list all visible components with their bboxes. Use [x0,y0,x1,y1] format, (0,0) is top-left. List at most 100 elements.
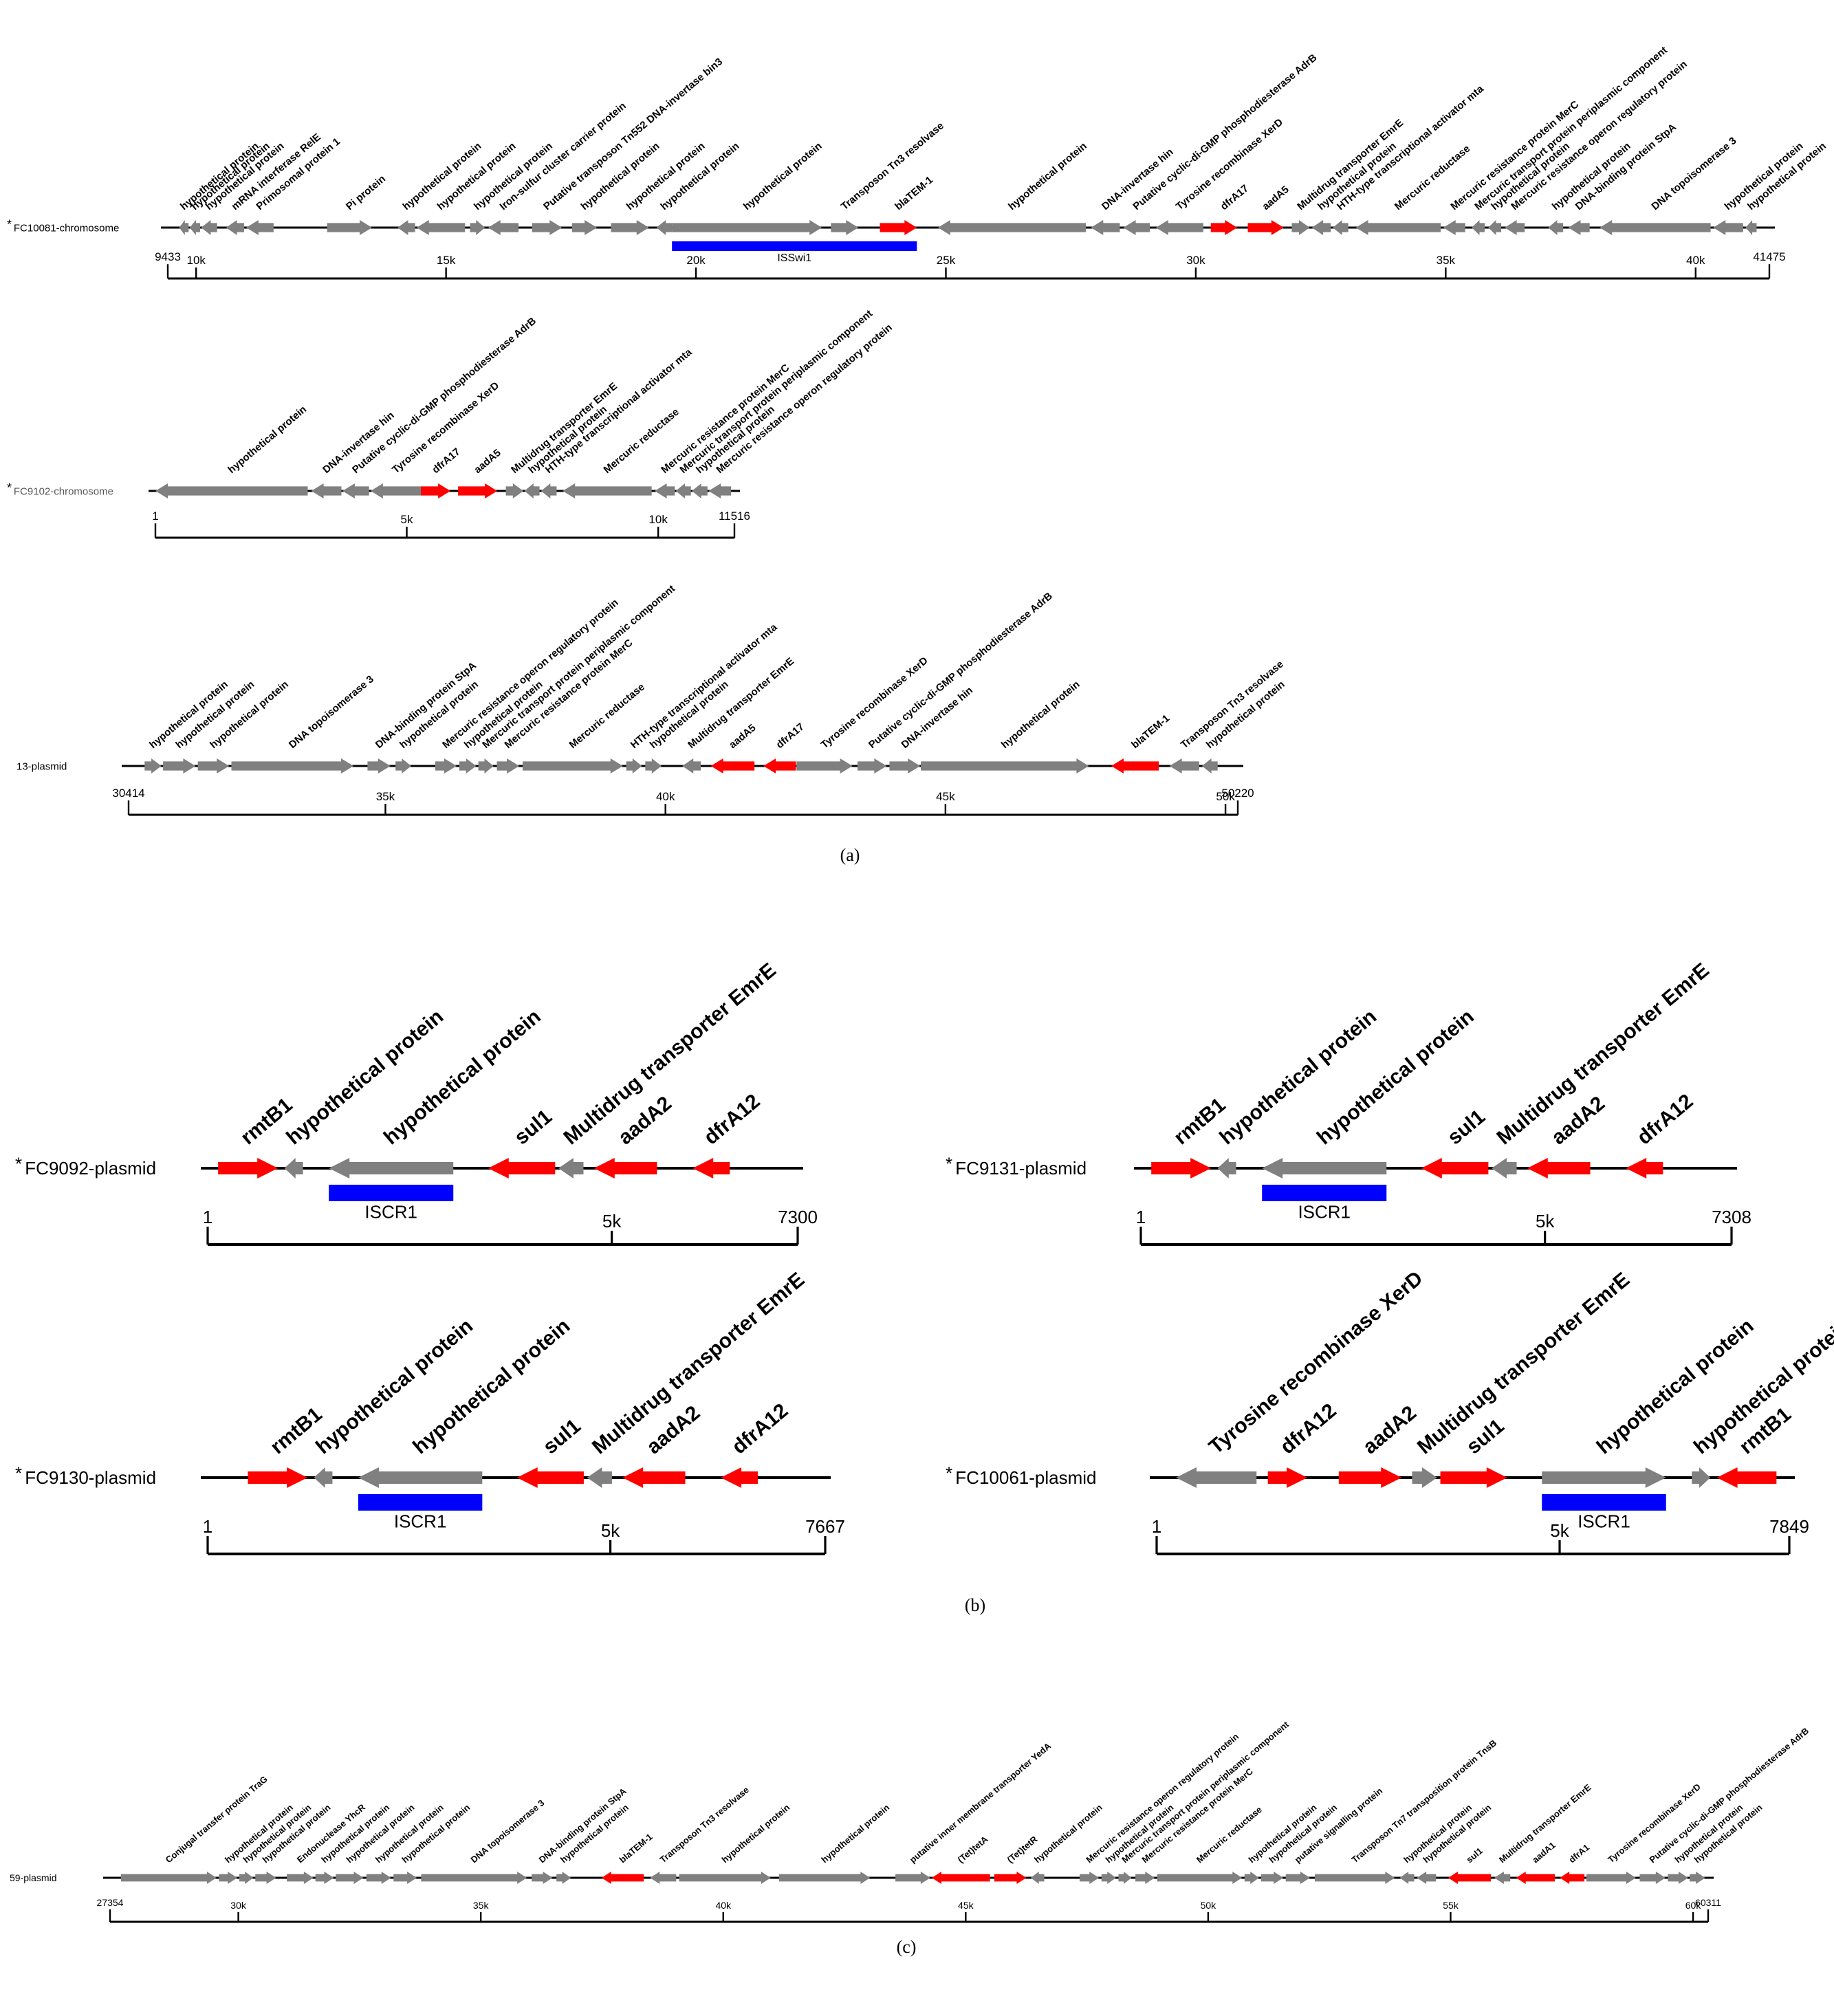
panel-letter: (a) [840,845,860,865]
mobile-element-label: ISCR1 [394,1511,447,1532]
scale-tick-label: 30k [1186,254,1205,267]
gene-label: rmtB1 [237,1093,297,1149]
gene-arrow [1338,1467,1402,1488]
gene-arrow [1399,1872,1415,1884]
gene-arrow [1548,220,1564,235]
gene-arrow [155,483,308,498]
scale-tick-label: 9433 [155,250,181,263]
gene-label: aadA1 [1530,1840,1558,1865]
gene-arrow [1091,220,1120,235]
gene-arrow [889,758,921,774]
scale-tick-label: 41475 [1753,250,1785,263]
gene-arrow [1291,220,1310,235]
gene-label: dfrA17 [774,721,806,751]
gene-label: hypothetical protein [1593,1315,1758,1459]
mobile-element-box [329,1185,454,1201]
gene-arrow [163,758,196,774]
gene-label: hypothetical protein [312,1315,477,1459]
gene-label: dfrA1 [1566,1842,1591,1865]
mobile-element-label: ISSwi1 [777,252,811,264]
gene-arrow [679,1872,771,1884]
scale-tick-label: 1 [152,510,158,523]
gene-arrow [1244,1872,1259,1884]
mobile-element-label: ISCR1 [1298,1202,1351,1223]
gene-arrow [255,1872,276,1884]
scale-tick-label: 11516 [719,510,750,523]
gene-arrow [336,1872,364,1884]
gene-arrow [1417,1872,1437,1884]
gene-label: blaTEM-1 [618,1832,655,1865]
scale-tick-label: 5k [401,513,413,526]
gene-arrow [218,1158,279,1179]
gene-label: hypothetical protein [720,1802,792,1865]
gene-arrow [397,220,415,235]
gene-arrow [516,1467,584,1488]
scale-tick-label: 60311 [1695,1897,1721,1908]
track-name: FC10081-chromosome [14,222,119,234]
gene-arrow [470,220,485,235]
gene-arrow [524,483,540,498]
scale-bar: 1 5k 10k 11516 [152,510,750,539]
gene-label: blaTEM-1 [1129,712,1172,751]
gene-label: hypothetical protein [741,140,825,212]
gene-arrow [763,758,796,774]
asterisk-marker: * [7,481,12,495]
gene-arrow [366,1872,391,1884]
gene-arrow [358,1467,483,1488]
gene-arrow [245,220,274,235]
gene-arrow [1560,1872,1585,1884]
gene-arrow [994,1872,1027,1884]
gene-label: hypothetical protein [1215,1005,1381,1150]
gene-arrow [708,483,732,498]
mobile-element-box [1262,1185,1387,1201]
gene-arrow [393,1872,417,1884]
gene-arrow [675,483,691,498]
gene-arrow [721,1467,758,1488]
gene-arrow [1260,1872,1284,1884]
gene-arrow [1586,1872,1636,1884]
gene-arrow [1155,220,1203,235]
gene-arrow [523,758,623,774]
gene-arrow [315,1872,334,1884]
asterisk-marker: * [946,1154,952,1174]
scale-bar: 1 5k 7308 [1136,1207,1751,1246]
gene-arrow [1412,1467,1437,1488]
scale-tick-label: 5k [601,1520,620,1541]
scale-tick-label: 1 [1152,1516,1161,1537]
gene-arrow [496,758,520,774]
scale-tick-label: 30k [230,1900,247,1911]
gene-arrow [1716,1467,1777,1488]
gene-arrow [287,1872,314,1884]
gene-arrow [1472,220,1485,235]
mobile-element-box [672,241,917,251]
gene-arrow [1210,220,1238,235]
gene-arrow [626,758,642,774]
gene-arrow [327,220,373,235]
scale-tick-label: 35k [473,1900,490,1911]
asterisk-marker: * [15,1463,22,1484]
gene-arrow [201,220,217,235]
gene-arrow [144,758,162,774]
gene-arrow [672,220,822,235]
gene-arrow [435,758,457,774]
scale-tick-label: 40k [715,1900,732,1911]
gene-label: dfrA12 [700,1090,765,1149]
gene-label: DNA topoisomerase 3 [469,1797,547,1865]
scale-tick-label: 1 [203,1207,212,1227]
gene-arrow [1201,758,1218,774]
gene-arrow [1157,1872,1243,1884]
scale-tick-label: 25k [937,254,956,267]
panel-letter: (b) [965,1595,985,1615]
scale-tick-label: 50220 [1221,787,1254,800]
gene-arrow [1600,220,1711,235]
gene-label: rmtB1 [1170,1093,1230,1149]
gene-arrow [587,1467,612,1488]
gene-label: sul1 [1464,1845,1485,1865]
gene-arrow [1745,220,1757,235]
gene-arrow [692,1158,730,1179]
asterisk-marker: * [15,1154,22,1174]
